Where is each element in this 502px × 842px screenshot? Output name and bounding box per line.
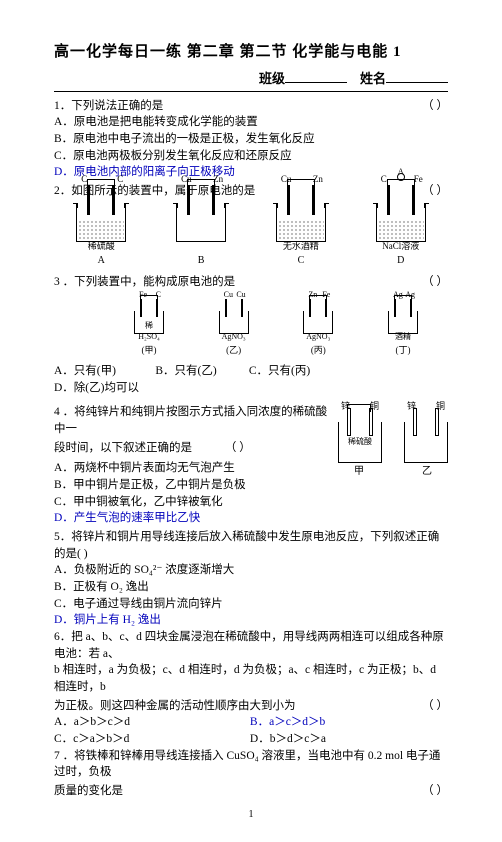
q6-opt-c: C．c＞a＞b＞d bbox=[54, 731, 247, 748]
q4-stem-2: 段时间，以下叙述正确的是 （ ） bbox=[54, 440, 448, 457]
beaker-icon: Cu Cu AgNO₃ bbox=[219, 311, 249, 334]
doc-title: 高一化学每日一练 第二章 第二节 化学能与电能 1 bbox=[54, 42, 448, 64]
q4-paren: （ ） bbox=[225, 442, 251, 454]
q7-l2: 质量的变化是 bbox=[54, 785, 123, 797]
question-3: （ ） 3 ．下列装置中，能构成原电池的是 bbox=[54, 274, 448, 291]
class-blank bbox=[285, 82, 347, 83]
q4-opt-d: D．产生气泡的速率甲比乙快 bbox=[54, 510, 448, 527]
q5-opt-d: D．铜片上有 H₂ 逸出 bbox=[54, 612, 448, 629]
q2-cell-c: Cu Zn 无水酒精 C bbox=[254, 203, 349, 269]
q3-figures: Fe C 稀 H₂SO₄ (甲) Cu Cu AgNO₃ (乙) Zn Fe A bbox=[54, 297, 448, 357]
q2-cell-b: Cu Zn B bbox=[154, 203, 249, 269]
elec-label: Fe bbox=[414, 173, 423, 186]
q3-opt-c: C．只有(丙) bbox=[249, 363, 340, 380]
q6-opt-b: B．a＞c＞d＞b bbox=[250, 714, 443, 731]
q1-stem: 1．下列说法正确的是 bbox=[54, 100, 163, 112]
q1-opt-b: B．原电池中电子流出的一极是正极，发生氧化反应 bbox=[54, 131, 448, 148]
name-blank bbox=[386, 82, 448, 83]
q1-opt-c: C．原电池两极板分别发生氧化反应和还原反应 bbox=[54, 148, 448, 165]
q6-paren: （ ） bbox=[422, 698, 448, 715]
solution-label: NaCl溶液 bbox=[377, 240, 425, 253]
q5-opt-a: A．负极附近的 SO₄²⁻ 浓度逐渐增大 bbox=[54, 562, 448, 579]
q2-stem: 2．如图所示的装置中，属于原电池的是 bbox=[54, 185, 255, 197]
class-label: 班级 bbox=[259, 71, 285, 86]
beaker-icon: C C 稀硫酸 bbox=[76, 203, 126, 242]
q5-opt-c: C．电子通过导线由铜片流向锌片 bbox=[54, 596, 448, 613]
q3-options: A．只有(甲) B．只有(乙) C．只有(丙) D．除(乙)均可以 bbox=[54, 363, 448, 396]
fig-caption: 乙 bbox=[406, 465, 448, 480]
divider bbox=[54, 91, 448, 92]
solution-label: AgNO₃ bbox=[220, 331, 248, 343]
q3-paren: （ ） bbox=[422, 274, 448, 291]
q2-cell-d: A C Fe NaCl溶液 D bbox=[353, 203, 448, 269]
fig-caption: 甲 bbox=[338, 465, 380, 480]
solution-label: 无水酒精 bbox=[277, 240, 325, 253]
q4-opt-c: C．甲中铜被氧化，乙中锌被氧化 bbox=[54, 494, 448, 511]
question-7: 7 ．将铁棒和锌棒用导线连接插入 CuSO₄ 溶液里，当电池中有 0.2 mol… bbox=[54, 748, 448, 800]
meter-label: A bbox=[398, 166, 404, 178]
solution-label: 稀硫酸 bbox=[77, 240, 125, 253]
q6-l3: 为正极。则这四种金属的活动性顺序由大到小为 bbox=[54, 700, 296, 712]
q6-opt-a: A．a＞b＞c＞d bbox=[54, 714, 247, 731]
name-label: 姓名 bbox=[360, 71, 386, 86]
fig-caption: A bbox=[54, 254, 149, 269]
question-1: （ ） 1．下列说法正确的是 bbox=[54, 98, 448, 115]
q3-stem: 3 ．下列装置中，能构成原电池的是 bbox=[54, 276, 235, 288]
beaker-icon: A C Fe NaCl溶液 bbox=[376, 203, 426, 242]
q1-paren: （ ） bbox=[422, 98, 448, 115]
fig-caption: D bbox=[353, 254, 448, 269]
q2-figures: C C 稀硫酸 A Cu Zn B Cu Zn bbox=[54, 203, 448, 269]
fig-caption: (乙) bbox=[219, 344, 249, 357]
q3-cell-c: Zn Fe AgNO₃ (丙) bbox=[303, 311, 333, 357]
q2-cell-a: C C 稀硫酸 A bbox=[54, 203, 149, 269]
q5-stem: 5．将锌片和铜片用导线连接后放入稀硫酸中发生原电池反应，下列叙述正确的是( ) bbox=[54, 531, 439, 560]
elec-label: C bbox=[117, 173, 123, 186]
fig-caption: (丙) bbox=[303, 344, 333, 357]
fig-caption: C bbox=[254, 254, 349, 269]
fig-caption: (甲) bbox=[134, 344, 164, 357]
q2-paren: （ ） bbox=[422, 183, 448, 200]
q6-l1: 6．把 a、b、c、d 四块金属浸泡在稀硫酸中，用导线两两相连可以组成各种原电池… bbox=[54, 629, 448, 662]
q3-opt-b: B．只有(乙) bbox=[155, 363, 246, 380]
q7-l1: 7 ．将铁棒和锌棒用导线连接插入 CuSO₄ 溶液里，当电池中有 0.2 mol… bbox=[54, 748, 448, 781]
solution-label: 稀 H₂SO₄ bbox=[135, 320, 163, 343]
fig-caption: B bbox=[154, 254, 249, 269]
solution-label: AgNO₃ bbox=[304, 331, 332, 343]
beaker-icon: Cu Zn bbox=[176, 203, 226, 242]
question-5: 5．将锌片和铜片用导线连接后放入稀硫酸中发生原电池反应，下列叙述正确的是( ) bbox=[54, 529, 448, 562]
q1-opt-a: A．原电池是把电能转变成化学能的装置 bbox=[54, 114, 448, 131]
q4-stem-text: 段时间，以下叙述正确的是 bbox=[54, 442, 192, 454]
beaker-icon: Ag Ag 酒精 bbox=[388, 311, 418, 334]
q3-cell-d: Ag Ag 酒精 (丁) bbox=[388, 311, 418, 357]
beaker-icon: Zn Fe AgNO₃ bbox=[303, 311, 333, 334]
beaker-icon: Fe C 稀 H₂SO₄ bbox=[134, 311, 164, 334]
page-number: 1 bbox=[54, 808, 448, 823]
q6-l2: b 相连时，a 为负极；c、d 相连时，d 为负极；a、c 相连时，c 为正极；… bbox=[54, 662, 448, 695]
q3-opt-a: A．只有(甲) bbox=[54, 363, 153, 380]
question-6: 6．把 a、b、c、d 四块金属浸泡在稀硫酸中，用导线两两相连可以组成各种原电池… bbox=[54, 629, 448, 748]
q6-opt-d: D．b＞d＞c＞a bbox=[250, 731, 443, 748]
q3-cell-b: Cu Cu AgNO₃ (乙) bbox=[219, 311, 249, 357]
solution-label: 酒精 bbox=[389, 331, 417, 343]
q7-paren: （ ） bbox=[422, 783, 448, 800]
page: 高一化学每日一练 第二章 第二节 化学能与电能 1 班级 姓名 （ ） 1．下列… bbox=[0, 0, 502, 842]
question-4: 锌 铜 稀硫酸 锌 铜 甲 乙 4 ．将纯锌片和纯铜片按图示方式插入同浓度的稀硫… bbox=[54, 404, 448, 527]
q5-opt-b: B．正极有 O₂ 逸出 bbox=[54, 579, 448, 596]
header-fields: 班级 姓名 bbox=[54, 70, 448, 89]
fig-caption: (丁) bbox=[388, 344, 418, 357]
q3-opt-d: D．除(乙)均可以 bbox=[54, 380, 160, 397]
q3-cell-a: Fe C 稀 H₂SO₄ (甲) bbox=[134, 311, 164, 357]
beaker-icon: Cu Zn 无水酒精 bbox=[276, 203, 326, 242]
